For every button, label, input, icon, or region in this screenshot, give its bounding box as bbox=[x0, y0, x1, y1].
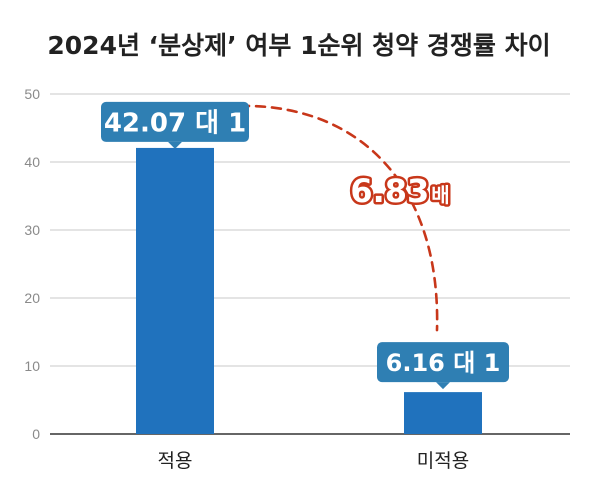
ratio-annotation-text: 6.83 배 bbox=[350, 172, 449, 210]
ratio-unit: 배 bbox=[431, 183, 449, 207]
bar bbox=[404, 392, 482, 434]
y-axis-ticks: 0 10 20 30 40 50 bbox=[24, 86, 40, 442]
data-label-pointer bbox=[168, 141, 182, 149]
data-label-text: 6.16 대 1 bbox=[386, 349, 501, 377]
grid-lines bbox=[50, 93, 570, 435]
x-axis-labels: 적용 미적용 bbox=[158, 450, 470, 472]
y-tick-label: 40 bbox=[24, 154, 40, 170]
ratio-annotation: 6.83 배 bbox=[348, 170, 452, 213]
y-tick-label: 0 bbox=[32, 426, 40, 442]
y-tick-label: 30 bbox=[24, 222, 40, 238]
bar bbox=[136, 147, 214, 434]
data-label-box bbox=[101, 101, 249, 142]
data-labels: 42.07 대 1 6.16 대 1 bbox=[101, 101, 509, 390]
x-category-label: 적용 bbox=[158, 450, 193, 472]
data-label: 42.07 대 1 bbox=[101, 101, 249, 149]
data-label-pointer bbox=[436, 382, 450, 390]
data-label-text: 42.07 대 1 bbox=[104, 108, 246, 138]
ratio-value: 6.83 bbox=[350, 172, 429, 210]
y-tick-label: 20 bbox=[24, 290, 40, 306]
ratio-connector-line bbox=[238, 104, 439, 332]
chart-title: 2024년 ‘분상제’ 여부 1순위 청약 경쟁률 차이 bbox=[47, 31, 550, 60]
bars bbox=[136, 147, 482, 434]
data-label: 6.16 대 1 bbox=[377, 342, 509, 390]
y-tick-label: 50 bbox=[24, 86, 40, 102]
y-tick-label: 10 bbox=[24, 358, 40, 374]
x-category-label: 미적용 bbox=[417, 450, 469, 472]
ratio-connector bbox=[238, 104, 439, 332]
data-label-box bbox=[377, 342, 509, 383]
